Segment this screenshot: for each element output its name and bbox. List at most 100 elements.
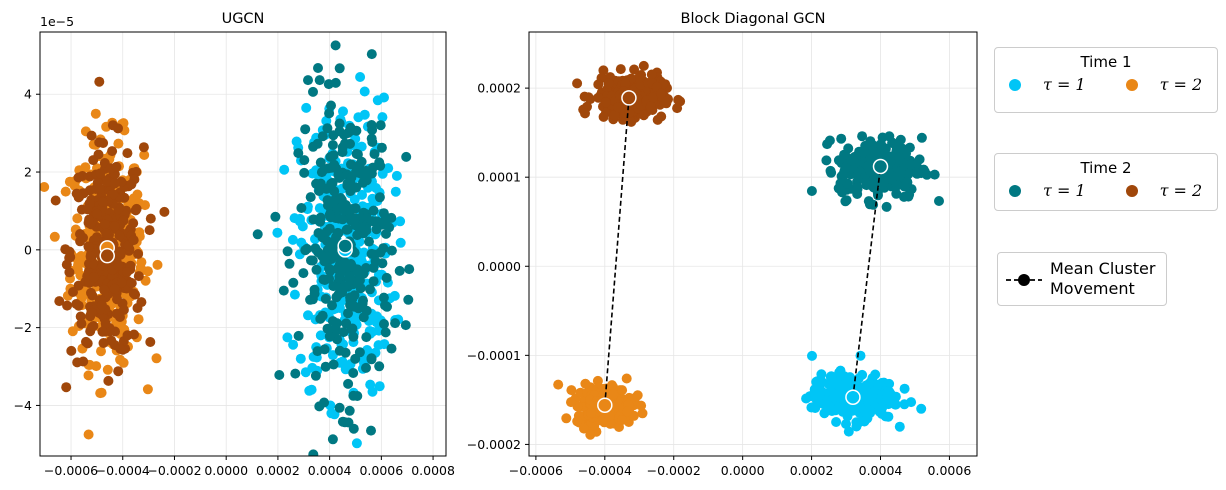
- scatter-point: [287, 234, 298, 245]
- scatter-point: [122, 330, 133, 341]
- scatter-point: [361, 332, 372, 343]
- scatter-point: [338, 327, 349, 338]
- scatter-point: [403, 294, 414, 305]
- scatter-point: [327, 243, 338, 253]
- scatter-point: [836, 133, 847, 144]
- scatter-point: [314, 186, 325, 196]
- scatter-point: [801, 393, 812, 404]
- scatter-point: [289, 289, 300, 300]
- scatter-point: [884, 131, 895, 142]
- scatter-point: [831, 417, 842, 427]
- scatter-point: [113, 138, 124, 149]
- legend-time1-tau1-label: τ = 1: [1043, 75, 1086, 94]
- chart-title: Block Diagonal GCN: [681, 11, 826, 27]
- scatter-point: [88, 155, 99, 166]
- legend-time2: Time 2 τ = 1 τ = 2: [994, 153, 1218, 211]
- scatter-point: [366, 248, 377, 259]
- scatter-point: [83, 429, 94, 440]
- legend-movement-line2: Movement: [1050, 279, 1135, 298]
- scatter-point: [341, 224, 352, 235]
- scatter-point: [580, 378, 591, 389]
- scatter-point: [378, 243, 389, 254]
- scatter-point: [107, 146, 118, 157]
- scatter-point: [40, 182, 50, 192]
- scatter-point: [383, 163, 394, 174]
- scatter-point: [128, 288, 139, 299]
- scatter-point: [357, 189, 367, 200]
- series-time1_tau1: [801, 350, 927, 437]
- scatter-point: [97, 197, 108, 207]
- axes-frame: [39, 31, 447, 457]
- scatter-point: [113, 260, 124, 271]
- legend-movement-line1: Mean Cluster: [1050, 259, 1156, 278]
- scatter-point: [580, 108, 590, 119]
- scatter-point: [615, 64, 626, 75]
- scatter-point: [629, 64, 640, 75]
- scatter-point: [652, 114, 663, 125]
- scatter-point: [282, 246, 293, 257]
- scatter-point: [111, 161, 122, 172]
- scatter-point: [613, 102, 623, 113]
- scatter-point: [656, 88, 666, 99]
- scatter-point: [296, 203, 307, 213]
- scatter-point: [340, 364, 351, 375]
- scatter-point: [73, 260, 83, 271]
- scatter-point: [330, 323, 341, 334]
- scatter-point: [364, 236, 374, 247]
- scatter-point: [351, 125, 362, 136]
- x-tick-label: 0.0006: [359, 463, 403, 478]
- scatter-point: [108, 189, 119, 200]
- scatter-point: [870, 147, 881, 158]
- scatter-point: [73, 172, 84, 183]
- scatter-point: [355, 283, 366, 294]
- scatter-point: [394, 265, 405, 276]
- scatter-point: [379, 319, 389, 329]
- legend-time1: Time 1 τ = 1 τ = 2: [994, 47, 1218, 113]
- scatter-point: [344, 271, 355, 281]
- scatter-point: [288, 277, 299, 288]
- scatter-point: [270, 211, 281, 222]
- scatter-point: [864, 199, 875, 210]
- scatter-point: [305, 192, 316, 203]
- scatter-point: [60, 186, 71, 197]
- scatter-point: [916, 403, 927, 414]
- scatter-point: [386, 212, 397, 223]
- scatter-point: [347, 293, 358, 304]
- scatter-point: [299, 167, 310, 178]
- scatter-point: [279, 164, 290, 175]
- scatter-point: [371, 183, 381, 193]
- scatter-point: [356, 156, 367, 167]
- scatter-point: [71, 299, 82, 309]
- scatter-point: [113, 123, 123, 134]
- scatter-point: [865, 136, 876, 147]
- scatter-point: [309, 288, 320, 299]
- scatter-point: [115, 343, 126, 354]
- series-time2_tau2: [572, 60, 686, 127]
- scatter-point: [906, 397, 917, 408]
- scatter-point: [841, 419, 851, 429]
- scatter-point: [151, 353, 162, 364]
- scatter-point: [843, 426, 854, 437]
- scatter-point: [583, 92, 594, 103]
- legend-time1-tau1: τ = 1: [1009, 75, 1086, 94]
- scatter-point: [330, 77, 341, 88]
- scatter-point: [101, 176, 112, 187]
- scatter-point: [873, 379, 883, 390]
- scatter-point: [94, 76, 105, 87]
- scatter-point: [85, 251, 96, 262]
- scatter-point: [132, 189, 143, 200]
- y-tick-label: 0: [24, 242, 32, 257]
- scatter-point: [380, 327, 391, 338]
- scatter-point: [311, 264, 322, 275]
- scatter-point: [142, 384, 153, 395]
- scatter-point: [852, 184, 863, 195]
- scatter-point: [145, 213, 156, 224]
- scatter-point: [369, 149, 380, 159]
- scatter-point: [352, 230, 363, 241]
- scatter-point: [159, 206, 170, 217]
- scatter-point: [401, 151, 412, 162]
- scatter-point: [352, 149, 363, 160]
- scatter-point: [290, 368, 301, 379]
- movement-line: [852, 166, 882, 398]
- scatter-point: [324, 331, 335, 342]
